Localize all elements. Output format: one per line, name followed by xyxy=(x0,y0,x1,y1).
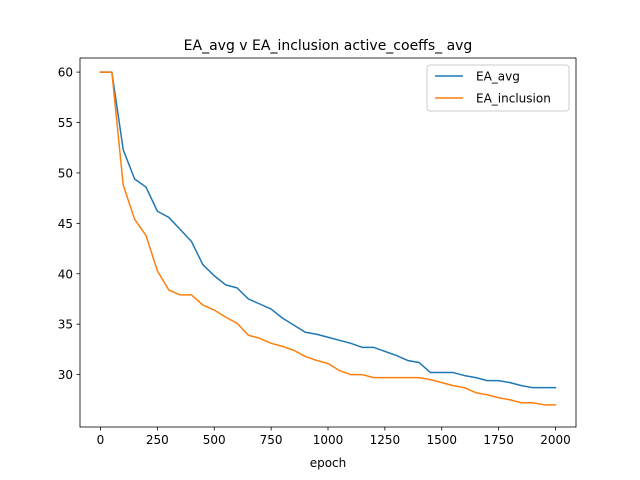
y-tick-label: 30 xyxy=(58,368,73,382)
y-tick-label: 60 xyxy=(58,66,73,80)
x-axis-label: epoch xyxy=(310,456,347,470)
x-tick-label: 250 xyxy=(146,433,169,447)
x-tick-label: 1500 xyxy=(426,433,457,447)
x-tick-label: 500 xyxy=(203,433,226,447)
plot-area: 0 250 500 750 1000 1250 1500 1750 2000 30 35 40 45 50… xyxy=(58,57,577,447)
series-line-ea-inclusion xyxy=(99,71,557,406)
legend-label-ea-inclusion: EA_inclusion xyxy=(476,92,551,106)
series-line-ea-avg xyxy=(99,71,557,389)
legend-label-ea-avg: EA_avg xyxy=(476,70,520,84)
y-tick-label: 50 xyxy=(58,166,73,180)
x-tick-label: 1000 xyxy=(313,433,344,447)
x-tick-label: 1250 xyxy=(370,433,401,447)
x-tick-label: 2000 xyxy=(540,433,571,447)
y-tick-label: 55 xyxy=(58,116,73,130)
legend: EA_avg EA_inclusion xyxy=(426,64,570,112)
x-tick-label: 1750 xyxy=(483,433,514,447)
y-tick-label: 35 xyxy=(58,318,73,332)
x-tick-label: 0 xyxy=(97,433,105,447)
x-tick-label: 750 xyxy=(260,433,283,447)
chart-title: EA_avg v EA_inclusion active_coeffs_ avg xyxy=(184,38,473,54)
y-tick-label: 40 xyxy=(58,267,73,281)
y-tick-label: 45 xyxy=(58,217,73,231)
